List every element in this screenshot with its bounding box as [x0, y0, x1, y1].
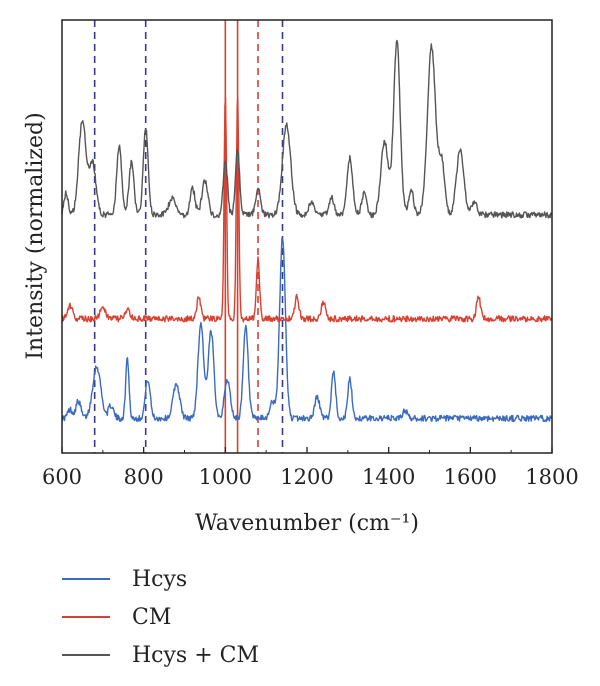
legend-item-hcys: Hcys [62, 560, 259, 598]
legend-swatch-hcys [62, 578, 110, 580]
legend-item-hcys-cm: Hcys + CM [62, 636, 259, 674]
x-axis: 600 800 1000 1200 1400 1600 1800 [42, 447, 579, 489]
legend: Hcys CM Hcys + CM [62, 560, 259, 674]
legend-swatch-hcys-cm [62, 654, 110, 656]
series-line-cm [61, 96, 553, 323]
x-tick-label-1400: 1400 [362, 465, 415, 489]
reference-lines [93, 20, 284, 453]
legend-label-hcys-cm: Hcys + CM [132, 642, 260, 668]
legend-item-cm: CM [62, 598, 259, 636]
series-line-hcys [61, 237, 553, 423]
x-tick-label-1000: 1000 [199, 465, 252, 489]
x-tick-label-600: 600 [42, 465, 82, 489]
legend-swatch-cm [62, 616, 110, 618]
x-axis-title: Wavenumber (cm⁻¹) [195, 511, 419, 536]
spectra-chart: 600 800 1000 1200 1400 1600 1800 Wavenumber (c… [23, 19, 579, 536]
legend-label-cm: CM [132, 604, 172, 630]
x-tick-label-1200: 1200 [280, 465, 333, 489]
series-layer [61, 39, 553, 423]
x-tick-label-1800: 1800 [525, 465, 578, 489]
plot-frame [61, 19, 553, 454]
x-tick-label-800: 800 [124, 465, 164, 489]
y-axis-title: Intensity (normalized) [23, 112, 48, 359]
series-line-hcys-cm [61, 39, 553, 219]
legend-label-hcys: Hcys [132, 566, 188, 592]
x-tick-label-1600: 1600 [444, 465, 497, 489]
